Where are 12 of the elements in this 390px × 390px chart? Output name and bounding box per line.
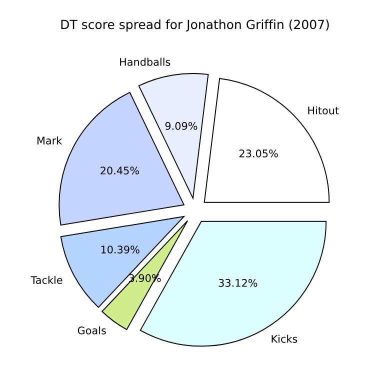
data-label: 9.09% (165, 122, 198, 130)
slice-label: Kicks (272, 334, 298, 343)
slice-label: Mark (37, 136, 62, 145)
slice-label: Handballs (120, 58, 170, 66)
slice-label: Tackle (30, 276, 62, 284)
slice-label: Goals (78, 326, 106, 334)
data-label: 20.45% (100, 166, 139, 174)
data-label: 33.12% (218, 278, 258, 287)
data-label: 10.39% (101, 246, 140, 254)
data-label: 23.05% (239, 150, 278, 158)
slice-label: Hitout (308, 106, 339, 114)
chart-title: DT score spread for Jonathon Griffin (2007) (61, 20, 329, 32)
